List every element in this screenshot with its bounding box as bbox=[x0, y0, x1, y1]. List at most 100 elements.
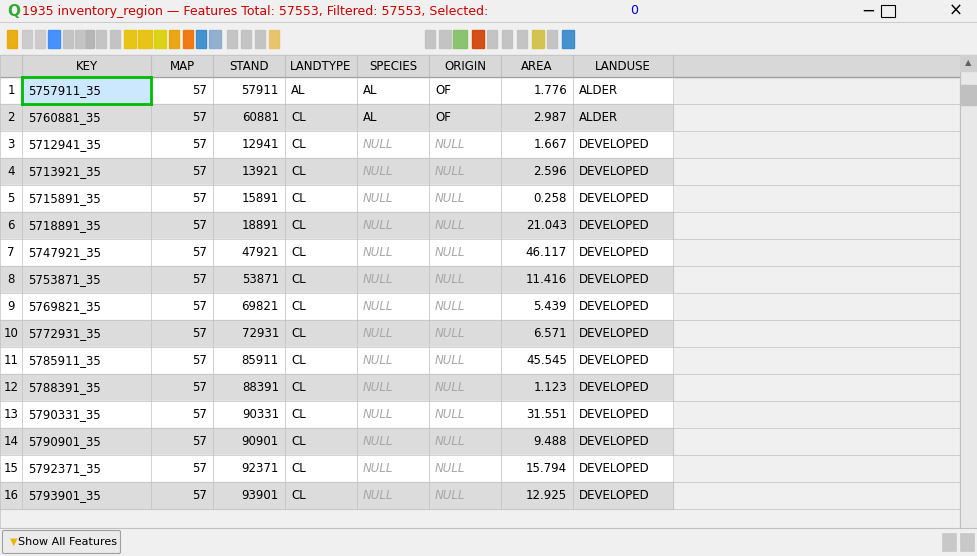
Text: 12941: 12941 bbox=[241, 138, 279, 151]
Text: Show All Features: Show All Features bbox=[18, 537, 116, 547]
Bar bbox=[501, 212, 573, 239]
Bar bbox=[573, 374, 673, 401]
Text: 5.439: 5.439 bbox=[533, 300, 567, 313]
Text: 57: 57 bbox=[192, 489, 207, 502]
Bar bbox=[285, 239, 357, 266]
Text: 47921: 47921 bbox=[241, 246, 279, 259]
Bar bbox=[0, 239, 22, 266]
Bar bbox=[151, 482, 213, 509]
Text: 5769821_35: 5769821_35 bbox=[28, 300, 101, 313]
Bar bbox=[0, 528, 977, 556]
Bar bbox=[213, 185, 285, 212]
Text: 14: 14 bbox=[4, 435, 19, 448]
Bar bbox=[213, 293, 285, 320]
Bar bbox=[357, 428, 429, 455]
Text: 12.925: 12.925 bbox=[526, 489, 567, 502]
Bar bbox=[22, 320, 151, 347]
Bar bbox=[151, 455, 213, 482]
Bar bbox=[357, 77, 429, 104]
Text: 15.794: 15.794 bbox=[526, 462, 567, 475]
Bar bbox=[429, 77, 501, 104]
Bar bbox=[532, 30, 544, 48]
Bar bbox=[255, 30, 265, 48]
Text: CL: CL bbox=[291, 489, 306, 502]
Text: CL: CL bbox=[291, 300, 306, 313]
Text: ORIGIN: ORIGIN bbox=[444, 59, 486, 72]
Bar bbox=[151, 239, 213, 266]
Text: 5760881_35: 5760881_35 bbox=[28, 111, 101, 124]
Bar bbox=[573, 401, 673, 428]
Text: ALDER: ALDER bbox=[579, 84, 618, 97]
Bar bbox=[573, 482, 673, 509]
Bar bbox=[357, 266, 429, 293]
Bar bbox=[22, 374, 151, 401]
Bar bbox=[429, 158, 501, 185]
Text: 5747921_35: 5747921_35 bbox=[28, 246, 101, 259]
Text: 5718891_35: 5718891_35 bbox=[28, 219, 101, 232]
Text: CL: CL bbox=[291, 246, 306, 259]
Bar bbox=[285, 374, 357, 401]
Text: 2.596: 2.596 bbox=[533, 165, 567, 178]
Bar bbox=[241, 30, 251, 48]
Text: NULL: NULL bbox=[435, 435, 465, 448]
Bar bbox=[138, 30, 152, 48]
Text: 5788391_35: 5788391_35 bbox=[28, 381, 101, 394]
Bar bbox=[151, 104, 213, 131]
Bar bbox=[942, 533, 956, 551]
Bar bbox=[501, 239, 573, 266]
Bar bbox=[960, 533, 974, 551]
Bar bbox=[453, 30, 467, 48]
Bar bbox=[357, 374, 429, 401]
Text: CL: CL bbox=[291, 273, 306, 286]
Bar bbox=[501, 185, 573, 212]
Text: NULL: NULL bbox=[435, 192, 465, 205]
Bar bbox=[429, 455, 501, 482]
Text: AL: AL bbox=[363, 84, 377, 97]
Text: 31.551: 31.551 bbox=[527, 408, 567, 421]
Bar bbox=[429, 293, 501, 320]
Bar bbox=[213, 266, 285, 293]
Text: 5: 5 bbox=[7, 192, 15, 205]
Bar bbox=[151, 185, 213, 212]
Bar bbox=[501, 158, 573, 185]
Text: 6: 6 bbox=[7, 219, 15, 232]
Bar bbox=[285, 428, 357, 455]
Bar bbox=[151, 131, 213, 158]
Bar bbox=[285, 131, 357, 158]
Bar bbox=[573, 131, 673, 158]
Bar bbox=[86, 30, 94, 48]
Bar bbox=[429, 266, 501, 293]
Bar bbox=[22, 104, 151, 131]
Text: 57: 57 bbox=[192, 246, 207, 259]
Bar bbox=[429, 347, 501, 374]
Bar bbox=[63, 30, 73, 48]
Text: NULL: NULL bbox=[363, 192, 394, 205]
Text: CL: CL bbox=[291, 219, 306, 232]
Bar bbox=[213, 482, 285, 509]
Text: NULL: NULL bbox=[435, 489, 465, 502]
Bar bbox=[501, 347, 573, 374]
Text: AL: AL bbox=[363, 111, 377, 124]
Text: ▲: ▲ bbox=[965, 58, 972, 67]
Text: NULL: NULL bbox=[363, 354, 394, 367]
Bar bbox=[357, 482, 429, 509]
Text: 3: 3 bbox=[7, 138, 15, 151]
Bar bbox=[151, 401, 213, 428]
Text: 5712941_35: 5712941_35 bbox=[28, 138, 101, 151]
Bar bbox=[0, 131, 22, 158]
Text: 13921: 13921 bbox=[241, 165, 279, 178]
Bar bbox=[501, 104, 573, 131]
Bar bbox=[0, 374, 22, 401]
Text: 69821: 69821 bbox=[241, 300, 279, 313]
Text: 10: 10 bbox=[4, 327, 19, 340]
Text: 90901: 90901 bbox=[241, 435, 279, 448]
Text: 57: 57 bbox=[192, 138, 207, 151]
Text: NULL: NULL bbox=[435, 381, 465, 394]
Bar bbox=[429, 131, 501, 158]
Text: 5772931_35: 5772931_35 bbox=[28, 327, 101, 340]
Bar bbox=[22, 482, 151, 509]
Bar bbox=[0, 455, 22, 482]
Bar bbox=[285, 293, 357, 320]
Text: CL: CL bbox=[291, 327, 306, 340]
Bar bbox=[0, 428, 22, 455]
